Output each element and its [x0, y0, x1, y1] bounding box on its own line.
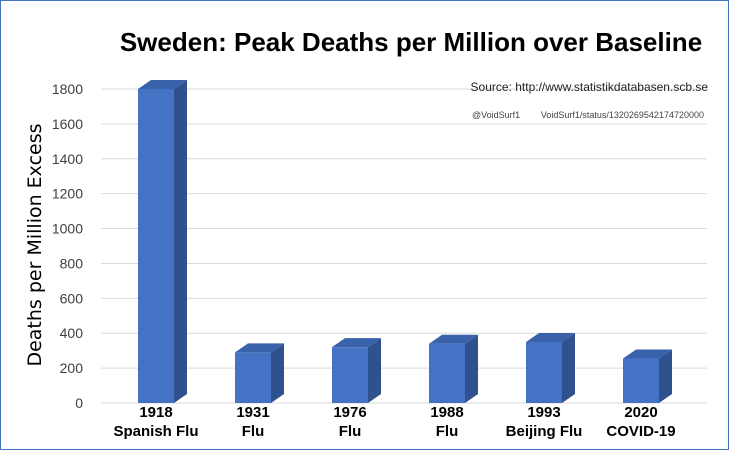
y-tick-label: 1200 — [52, 186, 83, 202]
y-tick-label: 1800 — [52, 81, 83, 97]
bar-front — [138, 89, 174, 403]
bar-top — [526, 332, 575, 342]
y-tick-label: 1400 — [52, 151, 83, 167]
x-category-label: Beijing Flu — [506, 423, 583, 440]
y-tick-label: 1600 — [52, 116, 83, 132]
x-axis-categories: 1918 Spanish Flu 1931 Flu 1976 Flu 1988 Flu 1993… — [113, 404, 675, 440]
x-category-label: Flu — [339, 423, 362, 440]
bar — [429, 334, 478, 403]
source-note: Source: http://www.statistikdatabasen.sc… — [471, 80, 709, 94]
bar — [235, 343, 284, 403]
bar-top — [138, 80, 187, 89]
bars — [138, 80, 672, 403]
bar-top — [235, 343, 284, 353]
y-tick-label: 600 — [60, 290, 84, 306]
y-tick-label: 400 — [60, 325, 84, 341]
y-tick-label: 200 — [60, 360, 84, 376]
credit-handle: @VoidSurf1 — [472, 110, 520, 120]
bar-side — [271, 343, 284, 403]
x-category-label: 1993 — [527, 404, 560, 421]
bar-front — [623, 358, 659, 403]
bar — [332, 338, 381, 403]
x-category-label: 1931 — [236, 404, 269, 421]
y-tick-label: 800 — [60, 255, 84, 271]
x-category-label: Flu — [242, 423, 265, 440]
bar-front — [235, 352, 271, 403]
bar-side — [174, 80, 187, 403]
bar-front — [526, 341, 562, 403]
x-category-label: Spanish Flu — [113, 423, 198, 440]
bar-top — [332, 338, 381, 348]
bar — [623, 349, 672, 403]
x-category-label: COVID-19 — [606, 423, 675, 440]
bar-top — [429, 334, 478, 344]
credit-status: VoidSurf1/status/1320269542174720000 — [541, 110, 704, 120]
y-tick-label: 1000 — [52, 221, 83, 237]
x-category-label: 1988 — [430, 404, 463, 421]
gridlines — [101, 88, 707, 404]
bar-front — [332, 347, 368, 403]
x-category-label: 1976 — [333, 404, 366, 421]
x-category-label: Flu — [436, 423, 459, 440]
bar-front — [429, 343, 465, 403]
bar-side — [659, 349, 672, 403]
y-axis-label: Deaths per Million Excess — [24, 123, 46, 366]
bar — [526, 332, 575, 403]
y-axis-ticks: 0 200 400 600 800 1000 1200 1400 1600 1800 — [52, 81, 83, 411]
chart-title: Sweden: Peak Deaths per Million over Bas… — [120, 27, 702, 57]
bar-side — [562, 332, 575, 403]
x-category-label: 1918 — [139, 404, 172, 421]
bar-side — [465, 334, 478, 403]
y-tick-label: 0 — [75, 395, 83, 411]
bar-side — [368, 338, 381, 403]
x-category-label: 2020 — [624, 404, 657, 421]
bar — [138, 80, 187, 403]
bar-top — [623, 349, 672, 359]
